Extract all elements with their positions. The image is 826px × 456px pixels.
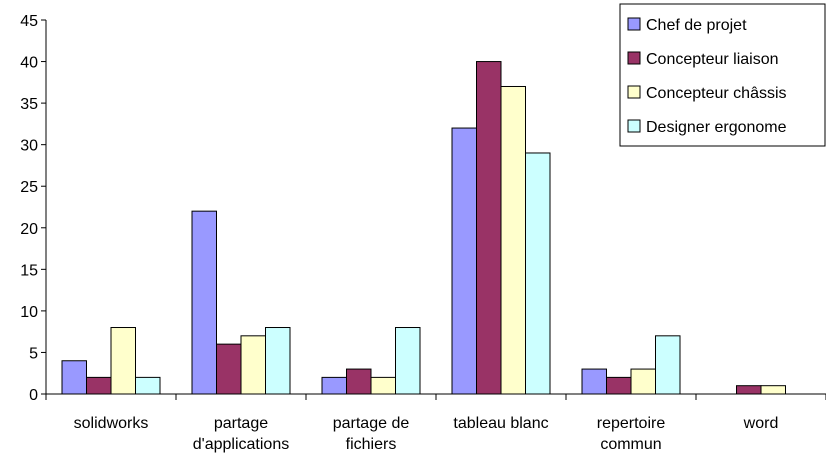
legend-swatch: [627, 51, 641, 65]
y-axis: 0 5 10 15 20 25 30 35 40 45: [20, 13, 47, 404]
legend-swatch: [627, 119, 641, 133]
y-tick-label: 5: [29, 345, 38, 362]
legend-label: Concepteur liaison: [646, 51, 779, 68]
legend-swatch: [627, 85, 641, 99]
bar: [321, 376, 347, 395]
bar: [86, 376, 112, 395]
bar: [525, 152, 551, 395]
x-tick-label: tableau blanc: [453, 415, 548, 432]
x-tick-label: word: [743, 415, 779, 432]
bars: [61, 61, 786, 395]
bar: [655, 335, 681, 395]
legend-label: Chef de projet: [646, 17, 747, 34]
bar: [61, 360, 87, 395]
y-tick-label: 0: [29, 387, 38, 404]
legend-label: Designer ergonome: [646, 119, 787, 136]
bar: [370, 376, 396, 395]
legend-box: [619, 3, 826, 147]
bar: [476, 61, 502, 395]
bar: [240, 335, 266, 395]
y-tick-label: 40: [20, 55, 38, 72]
bar: [451, 127, 477, 395]
bar: [606, 376, 632, 395]
bar: [736, 385, 762, 395]
y-tick-label: 35: [20, 96, 38, 113]
bar: [395, 327, 421, 395]
legend-swatch: [627, 17, 641, 31]
bar: [630, 368, 656, 395]
y-tick-label: 45: [20, 13, 38, 30]
bar: [760, 385, 786, 395]
x-axis: solidworks partage d'applications partage d…: [45, 393, 826, 453]
x-tick-label: repertoire commun: [597, 415, 666, 453]
y-tick-label: 10: [20, 304, 38, 321]
x-tick-label: partage de fichiers: [333, 415, 410, 453]
x-tick-label: partage d'applications: [193, 415, 289, 453]
y-tick-label: 30: [20, 138, 38, 155]
bar: [346, 368, 372, 395]
bar: [191, 210, 217, 395]
bar: [135, 376, 161, 395]
y-tick-label: 25: [20, 179, 38, 196]
legend: Chef de projet Concepteur liaison Concepte…: [619, 3, 826, 147]
bar: [581, 368, 607, 395]
bar: [216, 343, 242, 395]
bar: [110, 327, 136, 395]
bar: [265, 327, 291, 395]
x-tick-label: solidworks: [74, 415, 149, 432]
y-tick-label: 15: [20, 262, 38, 279]
bar: [500, 85, 526, 395]
y-tick-label: 20: [20, 221, 38, 238]
legend-label: Concepteur châssis: [646, 85, 787, 102]
